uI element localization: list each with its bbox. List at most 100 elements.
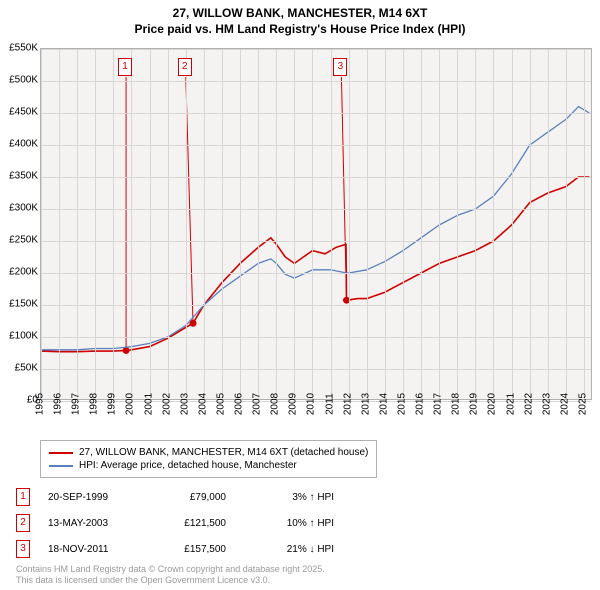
plot-area: [40, 48, 592, 400]
gridline-v: [186, 49, 187, 399]
x-tick-label: 2010: [306, 393, 317, 415]
gridline-v: [439, 49, 440, 399]
transaction-price: £157,500: [156, 544, 226, 555]
y-tick-label: £300K: [2, 203, 38, 214]
gridline-h: [41, 369, 591, 370]
y-tick-label: £200K: [2, 267, 38, 278]
y-tick-label: £350K: [2, 171, 38, 182]
x-tick-label: 2013: [360, 393, 371, 415]
chart-container: 27, WILLOW BANK, MANCHESTER, M14 6XT Pri…: [0, 0, 600, 590]
x-tick-label: 2011: [324, 393, 335, 415]
gridline-v: [475, 49, 476, 399]
transaction-marker: 3: [16, 540, 30, 558]
x-tick-label: 2001: [143, 393, 154, 415]
transaction-pct: 3% ↑ HPI: [244, 492, 334, 503]
plot-svg: [41, 49, 591, 399]
x-tick-label: 2009: [288, 393, 299, 415]
x-tick-label: 2016: [415, 393, 426, 415]
series-price_paid: [41, 177, 589, 352]
transaction-marker: 1: [16, 488, 30, 506]
x-tick-label: 2025: [577, 393, 588, 415]
transaction-date: 20-SEP-1999: [48, 492, 138, 503]
transaction-price: £79,000: [156, 492, 226, 503]
gridline-h: [41, 305, 591, 306]
y-tick-label: £450K: [2, 107, 38, 118]
x-tick-label: 2019: [469, 393, 480, 415]
transactions-table: 1 20-SEP-1999 £79,000 3% ↑ HPI 2 13-MAY-2003 £…: [16, 488, 334, 566]
x-tick-label: 2015: [396, 393, 407, 415]
gridline-v: [240, 49, 241, 399]
gridline-h: [41, 241, 591, 242]
gridline-v: [349, 49, 350, 399]
gridline-v: [584, 49, 585, 399]
y-tick-label: £500K: [2, 75, 38, 86]
x-tick-label: 2000: [125, 393, 136, 415]
gridline-v: [367, 49, 368, 399]
x-tick-label: 2002: [161, 393, 172, 415]
transaction-date: 18-NOV-2011: [48, 544, 138, 555]
x-tick-label: 2014: [378, 393, 389, 415]
marker-flag: 2: [178, 58, 192, 76]
transaction-marker: 2: [16, 514, 30, 532]
attribution: Contains HM Land Registry data © Crown c…: [16, 564, 325, 586]
x-tick-label: 2018: [451, 393, 462, 415]
gridline-v: [548, 49, 549, 399]
x-tick-label: 2021: [505, 393, 516, 415]
legend-swatch: [49, 465, 73, 467]
title-block: 27, WILLOW BANK, MANCHESTER, M14 6XT Pri…: [0, 0, 600, 37]
transaction-date: 13-MAY-2003: [48, 518, 138, 529]
marker-flag: 1: [118, 58, 132, 76]
gridline-v: [41, 49, 42, 399]
x-tick-label: 2017: [433, 393, 444, 415]
legend-item: 27, WILLOW BANK, MANCHESTER, M14 6XT (de…: [49, 447, 368, 458]
x-tick-label: 1996: [53, 393, 64, 415]
x-tick-label: 2022: [523, 393, 534, 415]
gridline-v: [403, 49, 404, 399]
x-tick-label: 2004: [197, 393, 208, 415]
gridline-h: [41, 81, 591, 82]
transaction-row: 1 20-SEP-1999 £79,000 3% ↑ HPI: [16, 488, 334, 506]
gridline-v: [530, 49, 531, 399]
gridline-v: [131, 49, 132, 399]
gridline-h: [41, 49, 591, 50]
y-tick-label: £0: [2, 395, 38, 406]
legend-item: HPI: Average price, detached house, Manc…: [49, 460, 368, 471]
y-tick-label: £100K: [2, 331, 38, 342]
x-tick-label: 2012: [342, 393, 353, 415]
gridline-h: [41, 337, 591, 338]
gridline-v: [312, 49, 313, 399]
x-tick-label: 2005: [215, 393, 226, 415]
transaction-row: 213-MAY-2003£121,50010% ↑ HPI: [16, 514, 334, 532]
gridline-v: [493, 49, 494, 399]
gridline-h: [41, 273, 591, 274]
gridline-v: [512, 49, 513, 399]
title-line-2: Price paid vs. HM Land Registry's House …: [0, 22, 600, 38]
gridline-v: [77, 49, 78, 399]
x-tick-label: 1997: [71, 393, 82, 415]
legend-swatch: [49, 452, 73, 454]
marker-connector: [341, 77, 346, 300]
x-tick-label: 1999: [107, 393, 118, 415]
x-tick-label: 2020: [487, 393, 498, 415]
transaction-pct: 21% ↓ HPI: [244, 544, 334, 555]
x-tick-label: 2008: [270, 393, 281, 415]
x-tick-label: 2003: [179, 393, 190, 415]
gridline-h: [41, 177, 591, 178]
gridline-h: [41, 145, 591, 146]
title-line-1: 27, WILLOW BANK, MANCHESTER, M14 6XT: [0, 6, 600, 22]
gridline-h: [41, 209, 591, 210]
gridline-v: [168, 49, 169, 399]
transaction-price: £121,500: [156, 518, 226, 529]
x-tick-label: 2024: [559, 393, 570, 415]
gridline-v: [204, 49, 205, 399]
gridline-v: [150, 49, 151, 399]
gridline-v: [59, 49, 60, 399]
x-tick-label: 2007: [252, 393, 263, 415]
attribution-line-2: This data is licensed under the Open Gov…: [16, 575, 325, 586]
gridline-v: [95, 49, 96, 399]
transaction-row: 3 18-NOV-2011 £157,500 21% ↓ HPI: [16, 540, 334, 558]
gridline-v: [421, 49, 422, 399]
gridline-v: [258, 49, 259, 399]
x-tick-label: 2023: [541, 393, 552, 415]
x-tick-label: 1995: [35, 393, 46, 415]
